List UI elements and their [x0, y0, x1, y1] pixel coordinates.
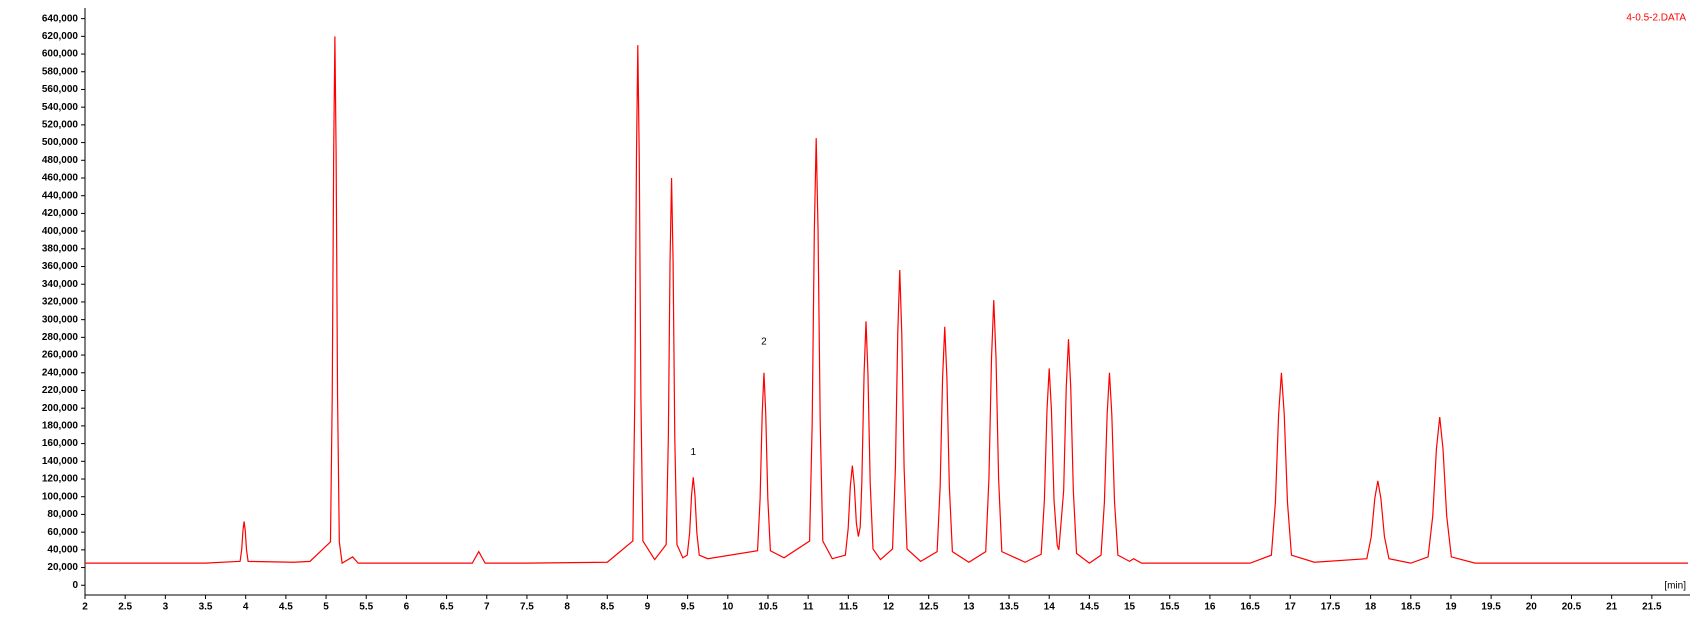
- y-tick-label: 20,000: [47, 562, 78, 573]
- x-tick-label: 4: [243, 602, 249, 613]
- y-tick-label: 220,000: [42, 385, 79, 396]
- y-tick-label: 640,000: [42, 13, 79, 24]
- y-tick-label: 480,000: [42, 155, 79, 166]
- y-tick-label: 180,000: [42, 421, 79, 432]
- x-tick-label: 19: [1445, 602, 1457, 613]
- x-tick-label: 16.5: [1240, 602, 1260, 613]
- y-tick-label: 80,000: [47, 509, 78, 520]
- x-tick-label: 19.5: [1481, 602, 1501, 613]
- x-tick-label: 14.5: [1080, 602, 1100, 613]
- y-tick-label: 580,000: [42, 66, 79, 77]
- x-tick-label: 7: [484, 602, 490, 613]
- x-tick-label: 15: [1124, 602, 1136, 613]
- x-tick-label: 20: [1526, 602, 1538, 613]
- x-tick-label: 4.5: [279, 602, 293, 613]
- x-tick-label: 6.5: [440, 602, 454, 613]
- x-tick-label: 6: [404, 602, 410, 613]
- y-tick-label: 280,000: [42, 332, 79, 343]
- x-tick-label: 12.5: [919, 602, 939, 613]
- x-tick-label: 13: [963, 602, 975, 613]
- peak-label: 2: [761, 336, 767, 347]
- y-tick-label: 200,000: [42, 403, 79, 414]
- x-tick-label: 2: [82, 602, 88, 613]
- y-tick-label: 240,000: [42, 367, 79, 378]
- y-tick-label: 260,000: [42, 350, 79, 361]
- x-tick-label: 21.5: [1642, 602, 1662, 613]
- x-tick-label: 18.5: [1401, 602, 1421, 613]
- y-tick-label: 500,000: [42, 137, 79, 148]
- y-tick-label: 140,000: [42, 456, 79, 467]
- x-tick-label: 7.5: [520, 602, 534, 613]
- y-tick-label: 160,000: [42, 438, 79, 449]
- x-tick-label: 21: [1606, 602, 1618, 613]
- x-tick-label: 9.5: [681, 602, 695, 613]
- x-tick-label: 17.5: [1321, 602, 1341, 613]
- x-tick-label: 5.5: [359, 602, 373, 613]
- y-tick-label: 380,000: [42, 243, 79, 254]
- x-tick-label: 9: [645, 602, 651, 613]
- x-tick-label: 20.5: [1562, 602, 1582, 613]
- x-tick-label: 3: [163, 602, 169, 613]
- y-tick-label: 520,000: [42, 120, 79, 131]
- series-line: [85, 36, 1688, 565]
- y-tick-label: 620,000: [42, 31, 79, 42]
- y-tick-label: 560,000: [42, 84, 79, 95]
- x-tick-label: 14: [1044, 602, 1056, 613]
- x-tick-label: 8: [564, 602, 570, 613]
- legend-label: 4-0.5-2.DATA: [1626, 13, 1686, 24]
- y-tick-label: 460,000: [42, 173, 79, 184]
- x-tick-label: 11: [803, 602, 814, 613]
- y-tick-label: 100,000: [42, 491, 79, 502]
- y-tick-label: 360,000: [42, 261, 79, 272]
- y-tick-label: 320,000: [42, 297, 79, 308]
- x-tick-label: 11.5: [839, 602, 858, 613]
- x-tick-label: 8.5: [600, 602, 614, 613]
- x-tick-label: 5: [323, 602, 329, 613]
- y-tick-label: 600,000: [42, 49, 79, 60]
- y-tick-label: 60,000: [47, 527, 78, 538]
- x-tick-label: 17: [1285, 602, 1297, 613]
- x-tick-label: 3.5: [199, 602, 213, 613]
- x-tick-label: 13.5: [999, 602, 1019, 613]
- y-tick-label: 340,000: [42, 279, 79, 290]
- x-tick-label: 12: [883, 602, 895, 613]
- x-axis-label: [min]: [1664, 581, 1686, 592]
- y-tick-label: 440,000: [42, 190, 79, 201]
- peak-label: 1: [690, 447, 696, 458]
- y-tick-label: 0: [72, 580, 78, 591]
- x-tick-label: 2.5: [118, 602, 132, 613]
- y-tick-label: 300,000: [42, 314, 79, 325]
- y-tick-label: 420,000: [42, 208, 79, 219]
- x-tick-label: 10: [722, 602, 734, 613]
- x-tick-label: 18: [1365, 602, 1377, 613]
- y-tick-label: 40,000: [47, 544, 78, 555]
- x-tick-label: 10.5: [758, 602, 778, 613]
- x-tick-label: 15.5: [1160, 602, 1180, 613]
- x-tick-label: 16: [1204, 602, 1216, 613]
- y-tick-label: 120,000: [42, 474, 79, 485]
- y-tick-label: 400,000: [42, 226, 79, 237]
- y-tick-label: 540,000: [42, 102, 79, 113]
